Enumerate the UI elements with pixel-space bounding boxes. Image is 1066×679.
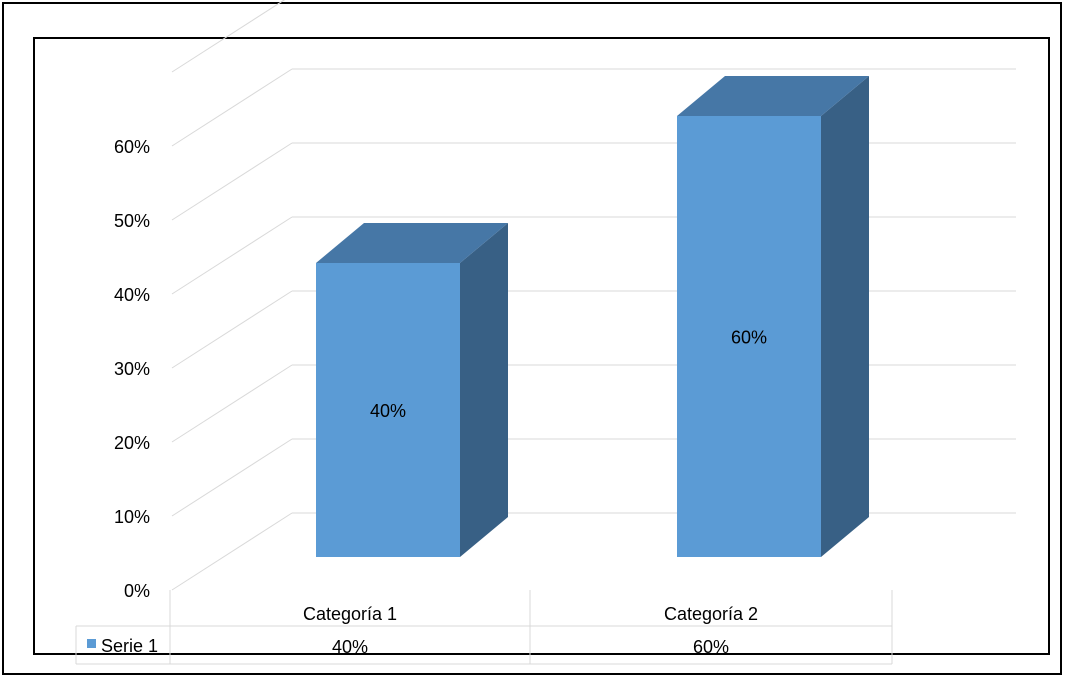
y-tick-label: 30% bbox=[114, 359, 150, 379]
gridline-diagonal bbox=[171, 68, 293, 147]
bar bbox=[316, 263, 460, 557]
bar-top bbox=[677, 76, 869, 116]
legend-swatch bbox=[87, 639, 96, 648]
y-tick-label: 0% bbox=[124, 581, 150, 601]
legend-label: Serie 1 bbox=[101, 636, 158, 656]
data-label: 40% bbox=[370, 401, 406, 421]
y-tick-label: 20% bbox=[114, 433, 150, 453]
plot-area-border bbox=[33, 37, 1050, 655]
bar bbox=[677, 116, 821, 557]
bar-top bbox=[316, 223, 508, 263]
y-tick-label: 10% bbox=[114, 507, 150, 527]
gridline-diagonal bbox=[171, 290, 293, 369]
y-tick-label: 60% bbox=[114, 137, 150, 157]
table-value: 60% bbox=[693, 637, 729, 657]
bar-side bbox=[460, 223, 508, 557]
gridline-diagonal bbox=[171, 512, 293, 591]
y-tick-label: 50% bbox=[114, 211, 150, 231]
gridline-diagonal bbox=[171, 0, 286, 73]
gridline-diagonal bbox=[171, 438, 293, 517]
category-label: Categoría 1 bbox=[303, 604, 397, 624]
category-label: Categoría 2 bbox=[664, 604, 758, 624]
gridline-diagonal bbox=[171, 216, 293, 295]
gridline-diagonal bbox=[171, 364, 293, 443]
data-label: 60% bbox=[731, 328, 767, 348]
y-tick-label: 40% bbox=[114, 285, 150, 305]
table-value: 40% bbox=[332, 637, 368, 657]
gridline-diagonal bbox=[171, 142, 293, 221]
bar-side bbox=[821, 76, 869, 557]
